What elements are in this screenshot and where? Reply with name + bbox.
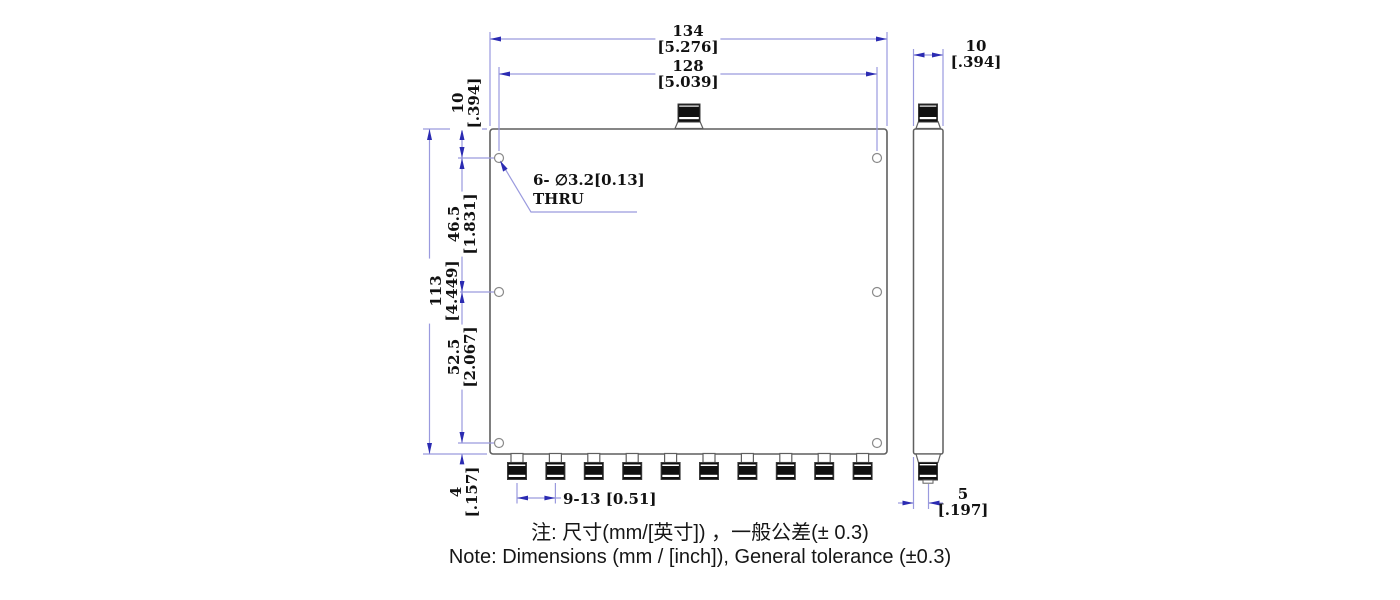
dim-side-depth-inch: [.394] bbox=[950, 53, 1002, 71]
dim-overall-width: 134 [5.276] bbox=[655, 22, 721, 56]
side-view-bottom-connector bbox=[915, 453, 942, 484]
mounting-holes bbox=[493, 152, 883, 449]
dim-port-spacing: 9-13 [0.51] bbox=[563, 490, 657, 508]
note-english: Note: Dimensions (mm / [inch]), General … bbox=[448, 546, 952, 568]
leader-arrow bbox=[500, 160, 508, 172]
hole-callout-leader bbox=[500, 161, 637, 213]
dim-overall-height-inch: [4.449] bbox=[443, 260, 461, 322]
side-view-top-connector bbox=[915, 103, 942, 130]
mounting-hole bbox=[493, 286, 505, 298]
dim-top-to-hole-inch: [.394] bbox=[465, 77, 483, 129]
dim-hole-span-width: 128 [5.039] bbox=[655, 57, 721, 91]
dim-side-depth: 10 [.394] bbox=[948, 37, 1004, 71]
note-chinese: 注: 尺寸(mm/[英寸]) ，一般公差(± 0.3) bbox=[531, 522, 869, 544]
dim-hole-row-1-2-mm: 46.5 bbox=[445, 205, 463, 243]
dim-hole-span-width-mm: 128 bbox=[672, 57, 704, 75]
dim-hole-row-2-3-inch: [2.067] bbox=[461, 326, 479, 388]
mounting-hole bbox=[493, 152, 505, 164]
input-port-connector bbox=[674, 103, 704, 130]
dim-top-to-hole: 10 [.394] bbox=[449, 75, 483, 131]
dim-hole-to-bottom-inch: [.157] bbox=[463, 466, 481, 518]
dim-hole-row-1-2-inch: [1.831] bbox=[461, 193, 479, 255]
dim-hole-row-2-3-mm: 52.5 bbox=[445, 338, 463, 376]
dim-side-port-offset-inch: [.197] bbox=[937, 501, 989, 519]
dim-side-port-offset-mm: 5 bbox=[957, 485, 969, 503]
dim-hole-to-bottom-mm: 4 bbox=[447, 486, 465, 498]
dim-overall-width-mm: 134 bbox=[672, 22, 704, 40]
dim-side-port-offset: 5 [.197] bbox=[936, 486, 991, 518]
dim-top-to-hole-mm: 10 bbox=[449, 92, 467, 114]
mounting-hole bbox=[871, 286, 883, 298]
dim-hole-to-bottom: 4 [.157] bbox=[447, 464, 481, 520]
hole-callout-size: 6- ∅3.2[0.13] bbox=[533, 171, 645, 189]
output-port-row bbox=[506, 452, 873, 481]
dim-overall-width-inch: [5.276] bbox=[657, 38, 719, 56]
drawing-notes: 注: 尺寸(mm/[英寸]) ，一般公差(± 0.3) Note: Dimens… bbox=[350, 521, 1050, 569]
dim-side-depth-mm: 10 bbox=[965, 37, 987, 55]
mounting-hole bbox=[493, 437, 505, 449]
dim-overall-height-mm: 113 bbox=[427, 275, 445, 307]
side-view-body bbox=[912, 103, 944, 484]
hole-callout: 6- ∅3.2[0.13] THRU bbox=[533, 171, 645, 209]
dimension-arrowheads bbox=[427, 36, 943, 506]
dim-overall-height: 113 [4.449] bbox=[427, 258, 461, 324]
dim-hole-row-2-3: 52.5 [2.067] bbox=[445, 324, 479, 390]
hole-callout-thru: THRU bbox=[533, 190, 584, 208]
front-view-body bbox=[489, 103, 888, 481]
mounting-hole bbox=[871, 152, 883, 164]
dim-hole-row-1-2: 46.5 [1.831] bbox=[445, 191, 479, 257]
mounting-hole bbox=[871, 437, 883, 449]
dim-hole-span-width-inch: [5.039] bbox=[657, 73, 719, 91]
